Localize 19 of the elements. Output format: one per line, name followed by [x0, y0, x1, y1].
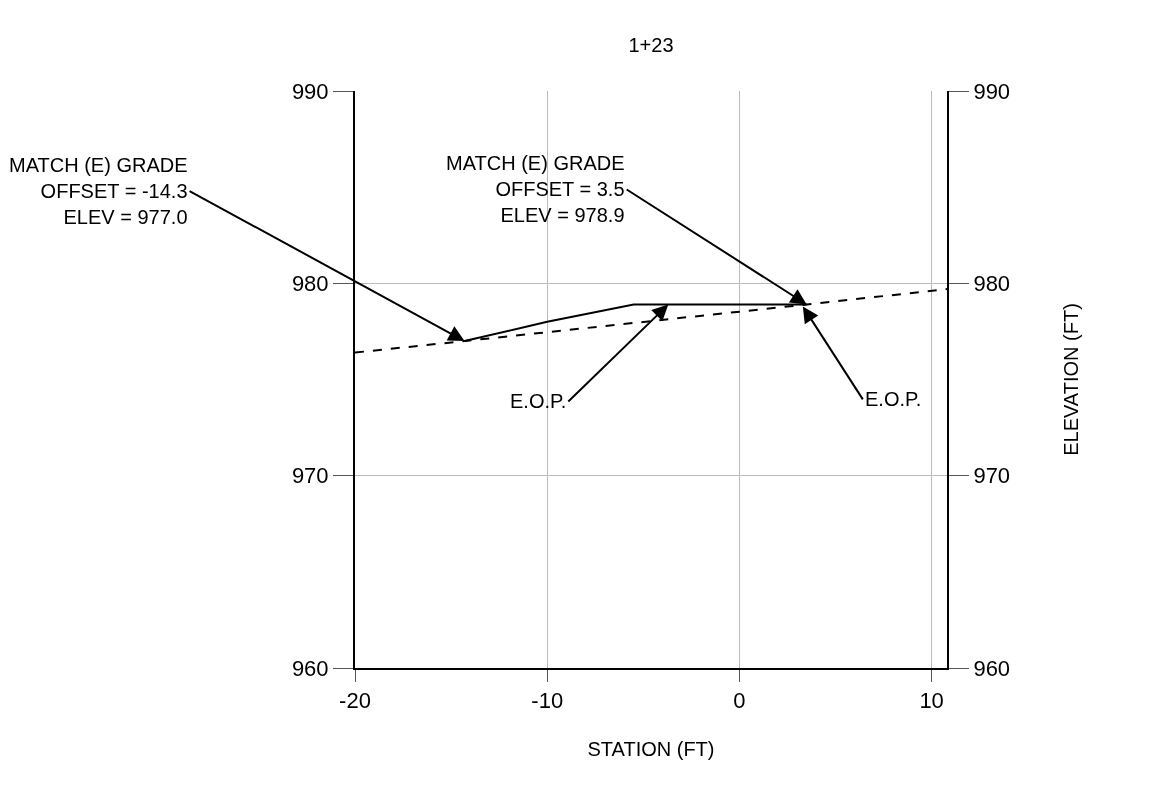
y-tick-label: 970 — [291, 463, 329, 489]
y2-tick-label: 980 — [973, 271, 1011, 297]
annotation: MATCH (E) GRADE OFFSET = -14.3 ELEV = 977.0 — [9, 154, 188, 228]
x-tick-label: -20 — [339, 688, 371, 714]
y2-tick-label: 990 — [973, 78, 1011, 104]
annotation: E.O.P. — [510, 390, 567, 412]
annotation: E.O.P. — [865, 388, 922, 410]
annotation: MATCH (E) GRADE OFFSET = 3.5 ELEV = 978.9 — [446, 152, 625, 226]
y2-axis-title: ELEVATION (FT) — [1060, 303, 1083, 456]
y-tick-label: 980 — [291, 271, 329, 297]
y-tick-label: 990 — [291, 78, 329, 104]
x-tick-label: 0 — [733, 688, 746, 714]
y2-tick-label: 970 — [973, 463, 1011, 489]
y2-tick-label: 960 — [973, 655, 1011, 681]
chart-title: 1+23 — [628, 34, 674, 56]
x-tick-label: -10 — [531, 688, 564, 714]
y-tick-label: 960 — [291, 655, 329, 681]
x-tick-label: 10 — [919, 688, 944, 714]
x-axis-title: STATION (FT) — [587, 738, 715, 761]
